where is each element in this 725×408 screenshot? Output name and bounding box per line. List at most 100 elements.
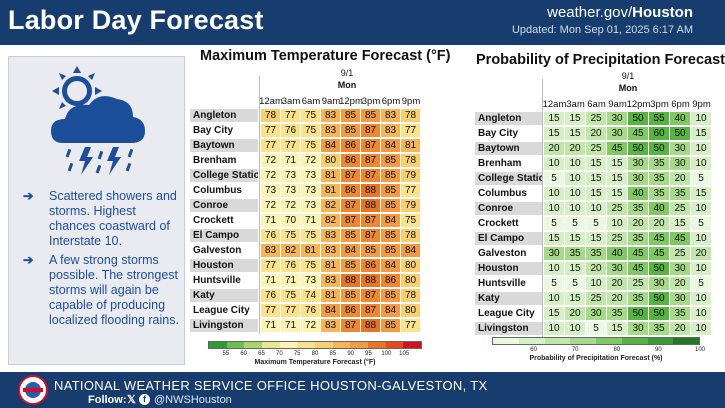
colorbar-tick-label: 100	[694, 347, 705, 353]
temp-cell: 84	[381, 139, 400, 152]
x-logo-icon[interactable]: 𝕏	[127, 394, 136, 406]
temp-cell: 73	[301, 199, 320, 212]
temp-hour-label: 9pm	[401, 96, 421, 107]
colorbar-tick-label: 55	[222, 351, 230, 357]
pop-cell: 5	[691, 277, 711, 290]
pop-cell: 45	[649, 232, 669, 245]
precipitation-table-title: Probability of Precipitation Forecast (%…	[476, 52, 725, 68]
temp-cell: 78	[261, 109, 280, 122]
city-label: Conroe	[190, 199, 258, 212]
pop-cell: 50	[670, 127, 690, 140]
updated-timestamp: Updated: Mon Sep 01, 2025 6:17 AM	[511, 24, 693, 36]
temp-cell: 87	[361, 154, 380, 167]
temp-cell: 82	[321, 214, 340, 227]
temp-cell: 70	[281, 214, 300, 227]
city-label: Brenham	[475, 157, 542, 170]
temp-cell: 87	[341, 319, 360, 332]
temp-cell: 75	[301, 259, 320, 272]
temp-cell: 85	[381, 289, 400, 302]
temp-hour-label: 6pm	[381, 96, 401, 107]
pop-cell: 15	[544, 307, 564, 320]
pop-cell: 45	[607, 142, 627, 155]
temperature-table-title: Maximum Temperature Forecast (°F)	[200, 48, 451, 64]
temp-hour-label: 3am	[281, 96, 301, 107]
pop-cell: 15	[544, 127, 564, 140]
temp-cell: 85	[341, 124, 360, 137]
temp-cell: 87	[341, 214, 360, 227]
pop-cell: 15	[691, 187, 711, 200]
temp-cell: 80	[401, 274, 420, 287]
pop-cell: 15	[607, 157, 627, 170]
pop-hour-label: 3am	[566, 99, 585, 110]
temp-hour-label: 6am	[301, 96, 321, 107]
pop-hour-label: 6pm	[671, 99, 690, 110]
pop-cell: 5	[691, 172, 711, 185]
pop-cell: 10	[544, 202, 564, 215]
temp-cell: 75	[301, 109, 320, 122]
temp-cell: 73	[301, 274, 320, 287]
pop-cell: 45	[628, 247, 648, 260]
temp-cell: 80	[321, 154, 340, 167]
temp-cell: 83	[321, 274, 340, 287]
pop-cell: 40	[670, 112, 690, 125]
pop-cell: 10	[565, 187, 585, 200]
temp-cell: 76	[301, 304, 320, 317]
temp-cell: 85	[361, 109, 380, 122]
pop-cell: 25	[670, 202, 690, 215]
facebook-icon[interactable]: f	[139, 394, 150, 405]
pop-cell: 35	[628, 232, 648, 245]
temperature-date-label: 9/1	[340, 68, 354, 78]
pop-cell: 35	[649, 157, 669, 170]
temp-cell: 82	[281, 244, 300, 257]
temp-cell: 85	[361, 244, 380, 257]
temp-cell: 76	[281, 259, 300, 272]
temp-cell: 71	[261, 319, 280, 332]
temp-cell: 73	[301, 169, 320, 182]
temp-cell: 83	[261, 244, 280, 257]
temp-cell: 77	[401, 124, 420, 137]
pop-cell: 15	[586, 187, 606, 200]
temp-cell: 88	[361, 184, 380, 197]
pop-cell: 45	[649, 247, 669, 260]
temp-cell: 87	[361, 169, 380, 182]
pop-cell: 15	[607, 322, 627, 335]
temp-cell: 84	[381, 304, 400, 317]
temp-hour-label: 12am	[259, 96, 283, 107]
temp-cell: 72	[301, 154, 320, 167]
temp-cell: 85	[381, 244, 400, 257]
temp-cell: 74	[301, 289, 320, 302]
city-label: Columbus	[190, 184, 258, 197]
temp-cell: 85	[341, 289, 360, 302]
precipitation-day-label: Mon	[618, 83, 638, 93]
city-label: Galveston	[190, 244, 258, 257]
sun-cloud-rain-lightning-icon	[51, 66, 145, 175]
pop-cell: 30	[649, 277, 669, 290]
temp-cell: 73	[261, 184, 280, 197]
temp-cell: 73	[281, 169, 300, 182]
pop-cell: 15	[607, 172, 627, 185]
website-link[interactable]: weather.gov/Houston	[547, 4, 693, 21]
pop-cell: 40	[628, 187, 648, 200]
pop-cell: 20	[628, 217, 648, 230]
pop-cell: 50	[649, 292, 669, 305]
temp-cell: 84	[321, 304, 340, 317]
temp-cell: 81	[321, 169, 340, 182]
city-label: Conroe	[475, 202, 542, 215]
pop-cell: 20	[607, 277, 627, 290]
colorbar-tick-label: 60	[240, 351, 247, 357]
site-office: Houston	[632, 4, 693, 21]
temp-cell: 71	[281, 319, 300, 332]
temp-cell: 86	[341, 184, 360, 197]
pop-cell: 10	[544, 187, 564, 200]
pop-cell: 15	[670, 217, 690, 230]
city-label: Crockett	[190, 214, 258, 227]
temp-cell: 85	[381, 169, 400, 182]
temp-cell: 76	[261, 289, 280, 302]
temp-cell: 87	[361, 139, 380, 152]
temp-cell: 87	[361, 304, 380, 317]
bullet-item: ➔ Scattered showers and storms. Highest c…	[17, 189, 182, 249]
pop-cell: 20	[691, 247, 711, 260]
pop-cell: 5	[544, 217, 564, 230]
social-handle[interactable]: @NWSHouston	[154, 394, 232, 406]
city-label: Galveston	[475, 247, 542, 260]
